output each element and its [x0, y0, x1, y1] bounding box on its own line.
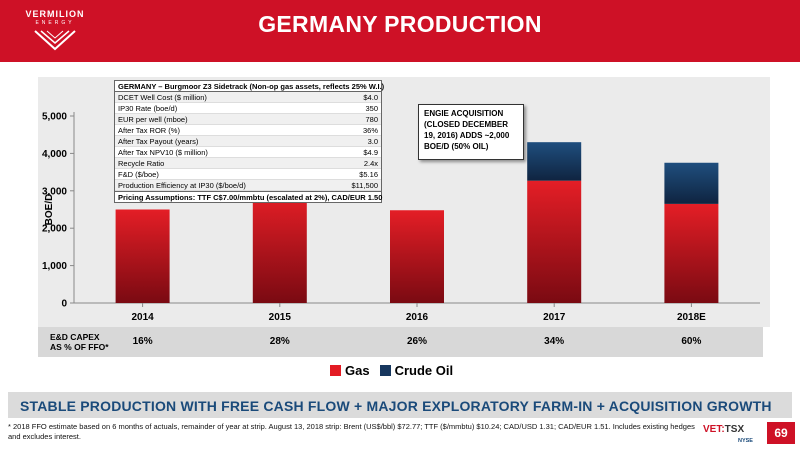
- y-tick-label: 0: [61, 299, 67, 310]
- summary-banner: STABLE PRODUCTION WITH FREE CASH FLOW + …: [8, 392, 792, 418]
- assumptions-footer: Pricing Assumptions: TTF C$7.00/mmbtu (e…: [115, 191, 382, 202]
- assumptions-title: GERMANY – Burgmoor Z3 Sidetrack (Non-op …: [115, 81, 384, 92]
- y-tick-label: 2,000: [42, 224, 67, 235]
- y-tick-label: 3,000: [42, 186, 67, 197]
- bar-gas: [390, 210, 444, 303]
- assumptions-row-value: 350: [365, 104, 378, 113]
- ticker-nyse: NYSE: [738, 438, 753, 444]
- header-bar: VERMILION ENERGY GERMANY PRODUCTION: [0, 0, 800, 62]
- capex-value: 60%: [681, 336, 702, 347]
- x-tick-label: 2015: [269, 312, 292, 323]
- bar-crude-oil: [664, 162, 719, 204]
- assumptions-row-value: $5.16: [359, 170, 378, 179]
- company-logo: VERMILION ENERGY: [0, 0, 110, 62]
- assumptions-row-value: 2.4x: [363, 159, 378, 168]
- footnote: * 2018 FFO estimate based on 6 months of…: [8, 422, 695, 441]
- bar-crude-oil: [527, 142, 582, 181]
- legend-item-gas: Gas: [330, 363, 370, 378]
- bar-gas: [664, 203, 719, 303]
- y-tick-label: 1,000: [42, 261, 67, 272]
- banner-text: STABLE PRODUCTION WITH FREE CASH FLOW + …: [20, 398, 772, 414]
- production-chart: 0 1,000 2,000 3,000 4,000 5,000 BOE/D 2014 2015 2…: [42, 112, 760, 323]
- assumptions-row-label: Production Efficiency at IP30 ($/boe/d): [118, 181, 246, 190]
- x-tick-label: 2017: [543, 312, 566, 323]
- assumptions-row-value: 3.0: [367, 137, 378, 146]
- capex-value: 16%: [132, 336, 153, 347]
- assumptions-row: DCET Well Cost ($ million) $4.0: [115, 92, 381, 103]
- y-tick-label: 5,000: [42, 112, 67, 123]
- y-axis-label: BOE/D: [44, 194, 55, 226]
- y-tick-label: 4,000: [42, 149, 67, 160]
- assumptions-row-value: 780: [365, 115, 378, 124]
- legend-swatch-crude-oil: [379, 364, 391, 376]
- assumptions-row-label: F&D ($/boe): [118, 170, 159, 179]
- assumptions-row: EUR per well (mboe) 780: [115, 114, 381, 125]
- stock-ticker: VET:TSX: [703, 424, 744, 435]
- assumptions-table: GERMANY – Burgmoor Z3 Sidetrack (Non-op …: [114, 80, 384, 203]
- capex-label-line1: E&D CAPEX: [50, 332, 100, 342]
- legend-swatch-gas: [330, 364, 341, 376]
- ticker-tsx: TSX: [724, 424, 745, 435]
- acquisition-callout: ENGIE ACQUISITION (CLOSED DECEMBER 19, 2…: [418, 104, 524, 160]
- assumptions-row: After Tax Payout (years) 3.0: [115, 136, 381, 147]
- assumptions-row-label: After Tax Payout (years): [118, 137, 199, 146]
- assumptions-row-value: 36%: [362, 126, 378, 135]
- assumptions-rows: DCET Well Cost ($ million) $4.0 IP30 Rate …: [115, 92, 381, 191]
- capex-value: 26%: [406, 336, 427, 347]
- assumptions-row-label: After Tax NPV10 ($ million): [118, 148, 208, 157]
- assumptions-row-label: DCET Well Cost ($ million): [118, 93, 207, 102]
- capex-row: E&D CAPEX AS % OF FFO* 16% 28% 26% 34% 60%: [38, 327, 763, 357]
- capex-label-line2: AS % OF FFO*: [50, 342, 109, 352]
- assumptions-row: Production Efficiency at IP30 ($/boe/d) $…: [115, 180, 381, 191]
- logo-mark-icon: [34, 30, 76, 51]
- capex-value: 34%: [544, 336, 565, 347]
- assumptions-row: Recycle Ratio 2.4x: [115, 158, 381, 169]
- assumptions-row-label: Recycle Ratio: [118, 159, 165, 168]
- x-tick-label: 2014: [131, 312, 154, 323]
- bar-gas: [115, 209, 170, 303]
- page-title: GERMANY PRODUCTION: [258, 11, 542, 37]
- chart-legend: Gas Crude Oil: [330, 362, 463, 378]
- assumptions-row-value: $4.0: [363, 93, 378, 102]
- bar-gas: [527, 180, 582, 303]
- legend-item-crude-oil: Crude Oil: [379, 362, 454, 378]
- assumptions-row: After Tax NPV10 ($ million) $4.9: [115, 147, 381, 158]
- legend-label-gas: Gas: [345, 362, 370, 378]
- logo-subtitle: ENERGY: [35, 20, 75, 26]
- assumptions-row: F&D ($/boe) $5.16: [115, 169, 381, 180]
- ticker-vet: VET:: [703, 424, 725, 435]
- assumptions-row-label: EUR per well (mboe): [118, 115, 188, 124]
- assumptions-row-value: $4.9: [363, 148, 378, 157]
- assumptions-row-value: $11,500: [351, 181, 378, 190]
- assumptions-row-label: After Tax ROR (%): [118, 126, 180, 135]
- assumptions-row: After Tax ROR (%) 36%: [115, 125, 381, 136]
- logo-name: VERMILION: [25, 9, 85, 19]
- assumptions-row: IP30 Rate (boe/d) 350: [115, 103, 381, 114]
- x-tick-label: 2018E: [677, 312, 706, 323]
- legend-label-crude-oil: Crude Oil: [394, 362, 454, 378]
- capex-label: E&D CAPEX AS % OF FFO*: [50, 332, 109, 352]
- capex-value: 28%: [269, 336, 290, 347]
- x-tick-label: 2016: [406, 312, 429, 323]
- bar-gas: [252, 194, 307, 303]
- assumptions-row-label: IP30 Rate (boe/d): [118, 104, 178, 113]
- page-number: 69: [767, 422, 795, 444]
